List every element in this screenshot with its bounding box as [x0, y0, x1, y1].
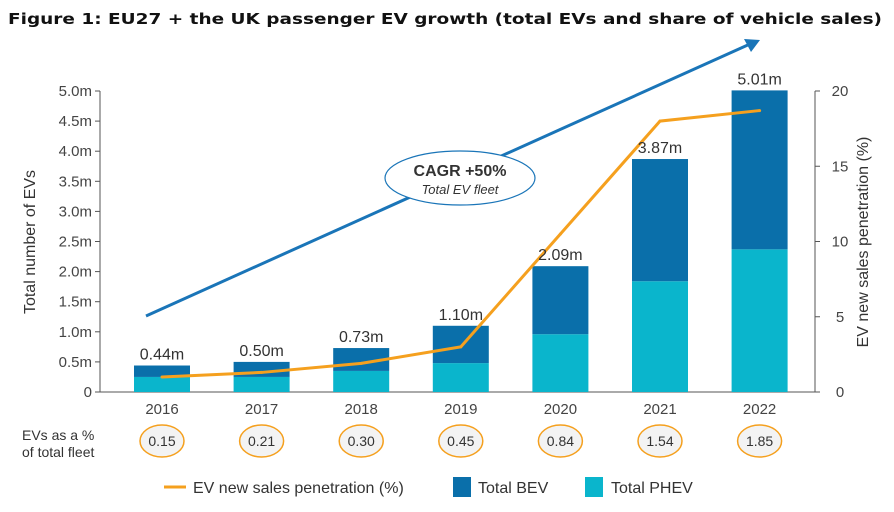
legend: EV new sales penetration (%) Total BEV T… — [164, 477, 693, 497]
total-label-2017: 0.50m — [239, 343, 283, 360]
bar-bev-2021 — [632, 159, 688, 282]
cagr-text: CAGR +50% — [414, 163, 507, 180]
penetration-point-2021 — [658, 119, 662, 123]
left-tick-label: 1.5m — [59, 294, 92, 311]
left-tick-label: 1.0m — [59, 324, 92, 341]
fleet-share-bubble-2017 — [238, 424, 285, 458]
bar-phev-2016 — [134, 376, 190, 392]
x-tick-label: 2017 — [245, 401, 278, 418]
x-tick-label: 2021 — [643, 401, 676, 418]
legend-swatch-phev — [585, 477, 603, 497]
left-tick-label: 5.0m — [59, 83, 92, 100]
fleet-share-value-2019: 0.45 — [447, 433, 474, 449]
left-tick-label: 4.5m — [59, 113, 92, 130]
fleet-share-value-2022: 1.85 — [746, 433, 773, 449]
bar-phev-2017 — [233, 376, 290, 392]
penetration-point-2017 — [260, 370, 264, 374]
left-tick-label: 2.5m — [59, 234, 92, 251]
right-tick-label: 0 — [836, 384, 844, 401]
fleet-share-bubble-2018 — [338, 424, 384, 458]
right-tick-label: 20 — [832, 83, 849, 100]
fleet-share-value-2021: 1.54 — [646, 433, 673, 449]
cagr-annotation: CAGR +50% Total EV fleet — [384, 150, 536, 206]
left-tick-label: 0 — [84, 384, 92, 401]
fleet-share-bubble-2019 — [438, 424, 484, 458]
x-tick-label: 2022 — [743, 401, 776, 418]
cagr-arrow-head — [744, 39, 760, 52]
left-tick-label: 3.5m — [59, 173, 92, 190]
penetration-point-2020 — [558, 232, 562, 236]
legend-label-phev: Total PHEV — [611, 480, 693, 497]
right-tick-label: 10 — [832, 234, 849, 251]
cagr-subtext: Total EV fleet — [422, 182, 500, 197]
bar-phev-2022 — [731, 249, 788, 392]
total-label-2022: 5.01m — [737, 71, 781, 88]
legend-label-bev: Total BEV — [478, 480, 549, 497]
fleet-share-value-2018: 0.30 — [348, 433, 375, 449]
penetration-point-2022 — [758, 109, 762, 113]
right-tick-label: 15 — [832, 158, 849, 175]
y-axis-title: Total number of EVs — [22, 170, 39, 314]
fleet-share-value-2016: 0.15 — [148, 433, 175, 449]
fleet-share-label-line1: EVs as a % — [22, 427, 94, 443]
total-label-2016: 0.44m — [140, 347, 184, 364]
cagr-ellipse — [384, 150, 536, 206]
chart-title: Figure 1: EU27 + the UK passenger EV gro… — [8, 10, 882, 28]
x-tick-label: 2019 — [444, 401, 477, 418]
fleet-share-bubble-2021 — [637, 424, 683, 458]
bar-phev-2020 — [532, 334, 589, 392]
fleet-share-bubble-2020 — [537, 424, 584, 458]
penetration-point-2016 — [160, 375, 164, 379]
total-label-2019: 1.10m — [439, 307, 483, 324]
fleet-share-label-line2: of total fleet — [22, 444, 94, 460]
bar-bev-2022 — [731, 90, 788, 250]
penetration-point-2019 — [459, 345, 463, 349]
legend-label-penetration: EV new sales penetration (%) — [193, 480, 404, 497]
x-tick-label: 2018 — [345, 401, 378, 418]
right-tick-label: 5 — [836, 309, 844, 326]
bar-bev-2020 — [532, 266, 589, 335]
total-label-2021: 3.87m — [638, 140, 682, 157]
x-tick-label: 2020 — [544, 401, 577, 418]
left-tick-label: 2.0m — [59, 264, 92, 281]
fleet-share-bubble-2022 — [736, 424, 783, 458]
legend-swatch-bev — [453, 477, 471, 497]
total-label-2020: 2.09m — [538, 247, 582, 264]
fleet-share-value-2020: 0.84 — [547, 433, 574, 449]
left-tick-label: 0.5m — [59, 354, 92, 371]
penetration-point-2018 — [359, 361, 363, 365]
left-tick-label: 4.0m — [59, 143, 92, 160]
total-label-2018: 0.73m — [339, 329, 383, 346]
bar-phev-2018 — [333, 370, 390, 392]
bar-phev-2019 — [432, 363, 489, 392]
fleet-share-bubble-2016 — [139, 424, 185, 458]
bar-bev-2019 — [432, 325, 489, 364]
fleet-share-value-2017: 0.21 — [248, 433, 275, 449]
bar-bev-2016 — [134, 365, 190, 377]
x-tick-label: 2016 — [145, 401, 178, 418]
bar-phev-2021 — [632, 281, 688, 392]
left-tick-label: 3.0m — [59, 203, 92, 220]
y2-axis-title: EV new sales penetration (%) — [855, 137, 872, 348]
